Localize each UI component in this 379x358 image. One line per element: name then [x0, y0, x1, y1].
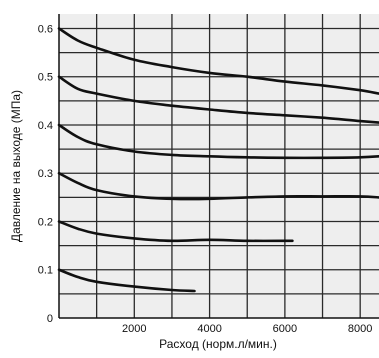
y-tick-label: 0.6 [38, 23, 53, 35]
series-line-4 [57, 171, 379, 201]
series-line-6 [57, 268, 196, 293]
y-tick-label: 0 [47, 313, 53, 325]
y-tick-label: 0.2 [38, 216, 53, 228]
x-tick-label: 6000 [273, 323, 297, 335]
y-tick-label: 0.5 [38, 72, 53, 84]
series-line-5 [57, 220, 294, 243]
y-axis-label: Давление на выходе (МПа) [9, 90, 23, 242]
x-tick-label: 4000 [197, 323, 221, 335]
x-tick-label: 2000 [122, 323, 146, 335]
x-tick-label: 8000 [348, 323, 372, 335]
plot-background [59, 14, 379, 318]
series-line-2 [57, 75, 379, 124]
y-tick-label: 0.4 [38, 120, 53, 132]
y-tick-label: 0.1 [38, 265, 53, 277]
series-line-3 [57, 123, 379, 160]
series-group [57, 27, 379, 293]
series-line-1 [57, 27, 379, 95]
y-tick-label: 0.3 [38, 168, 53, 180]
x-axis-label: Расход (норм.л/мин.) [159, 337, 277, 351]
tick-labels: 0 0.1 0.2 0.3 0.4 0.5 0.6 2000 4000 6000 8000 [38, 23, 373, 335]
